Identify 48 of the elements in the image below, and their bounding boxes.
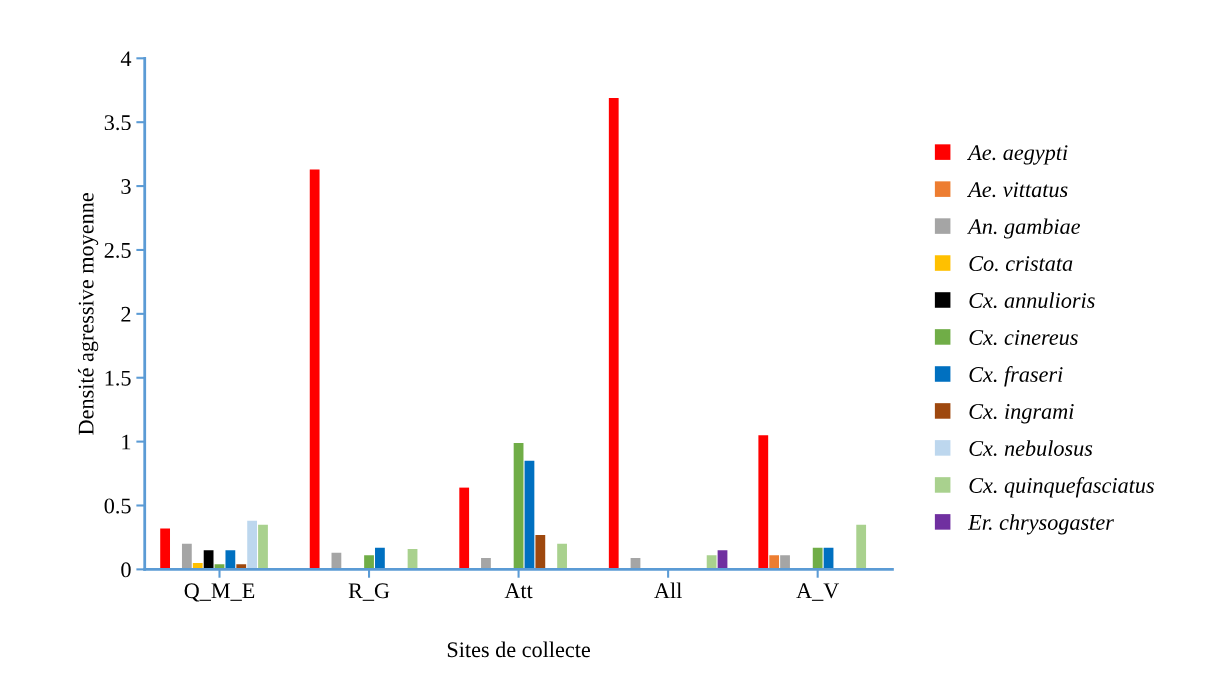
y-axis-title: Densité agressive moyenne [77,193,99,435]
bar [758,435,769,570]
y-tick-label: 2.5 [104,242,131,258]
y-tick-label: 3.5 [104,115,131,131]
bar [309,169,320,570]
y-tick-label: 1.5 [105,370,131,386]
legend-label: Co. cristata [969,256,1073,272]
y-tick-label: 4 [120,51,132,67]
bar [524,460,535,570]
legend-label: Ae. vittatus [966,182,1068,198]
x-tick-label: A_V [796,583,840,601]
bar [856,524,867,570]
x-tick-label: All [654,582,682,598]
legend-label: Cx. ingrami [969,404,1074,424]
x-tick-label: R_G [348,583,390,601]
bar [247,520,258,570]
x-axis-title: Sites de collecte [447,641,590,658]
y-tick-label: 1 [122,434,131,450]
bar [608,97,619,570]
bar [780,555,790,570]
bar [160,528,171,570]
bar [364,555,374,570]
bar [557,543,567,570]
x-tick-label: Q_M_E [184,583,255,602]
legend-label: Cx. quinquefasciatus [969,477,1154,498]
bar [812,547,823,570]
y-tick-label: 0.5 [104,498,131,514]
bar [181,543,192,570]
bar [225,550,236,570]
bar [535,534,546,570]
bar [375,547,385,570]
x-tick-label: Att [504,583,533,599]
bar [203,550,214,570]
legend-label: An. gambiae [966,218,1081,239]
bar [706,555,717,570]
y-tick-label: 0 [121,562,131,578]
bar [459,487,470,570]
legend-label: Cx. cinereus [969,330,1078,346]
legend-label: Er. chrysogaster [967,514,1114,535]
legend-label: Cx. nebulosus [969,440,1093,456]
bar [513,442,524,570]
bar [258,524,268,570]
bar [769,555,780,570]
legend-label: Ae. aegypti [966,145,1068,165]
legend-label: Cx. annulioris [969,292,1095,309]
y-tick-label: 2 [121,306,131,322]
legend-label: Cx. fraseri [969,366,1063,387]
y-tick-label: 3 [121,179,131,195]
